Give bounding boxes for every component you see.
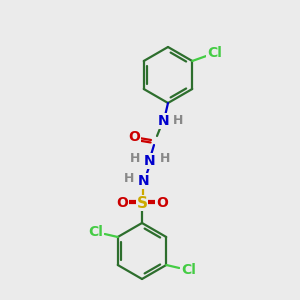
Text: O: O [116,196,128,210]
Text: N: N [144,154,156,168]
Text: Cl: Cl [88,225,103,239]
Text: N: N [138,174,150,188]
Text: H: H [124,172,134,184]
Text: O: O [156,196,168,210]
Text: Cl: Cl [181,263,196,277]
Text: H: H [160,152,170,166]
Text: S: S [136,196,148,211]
Text: H: H [173,113,183,127]
Text: Cl: Cl [207,46,222,60]
Text: H: H [130,152,140,166]
Text: O: O [128,130,140,144]
Text: N: N [158,114,170,128]
